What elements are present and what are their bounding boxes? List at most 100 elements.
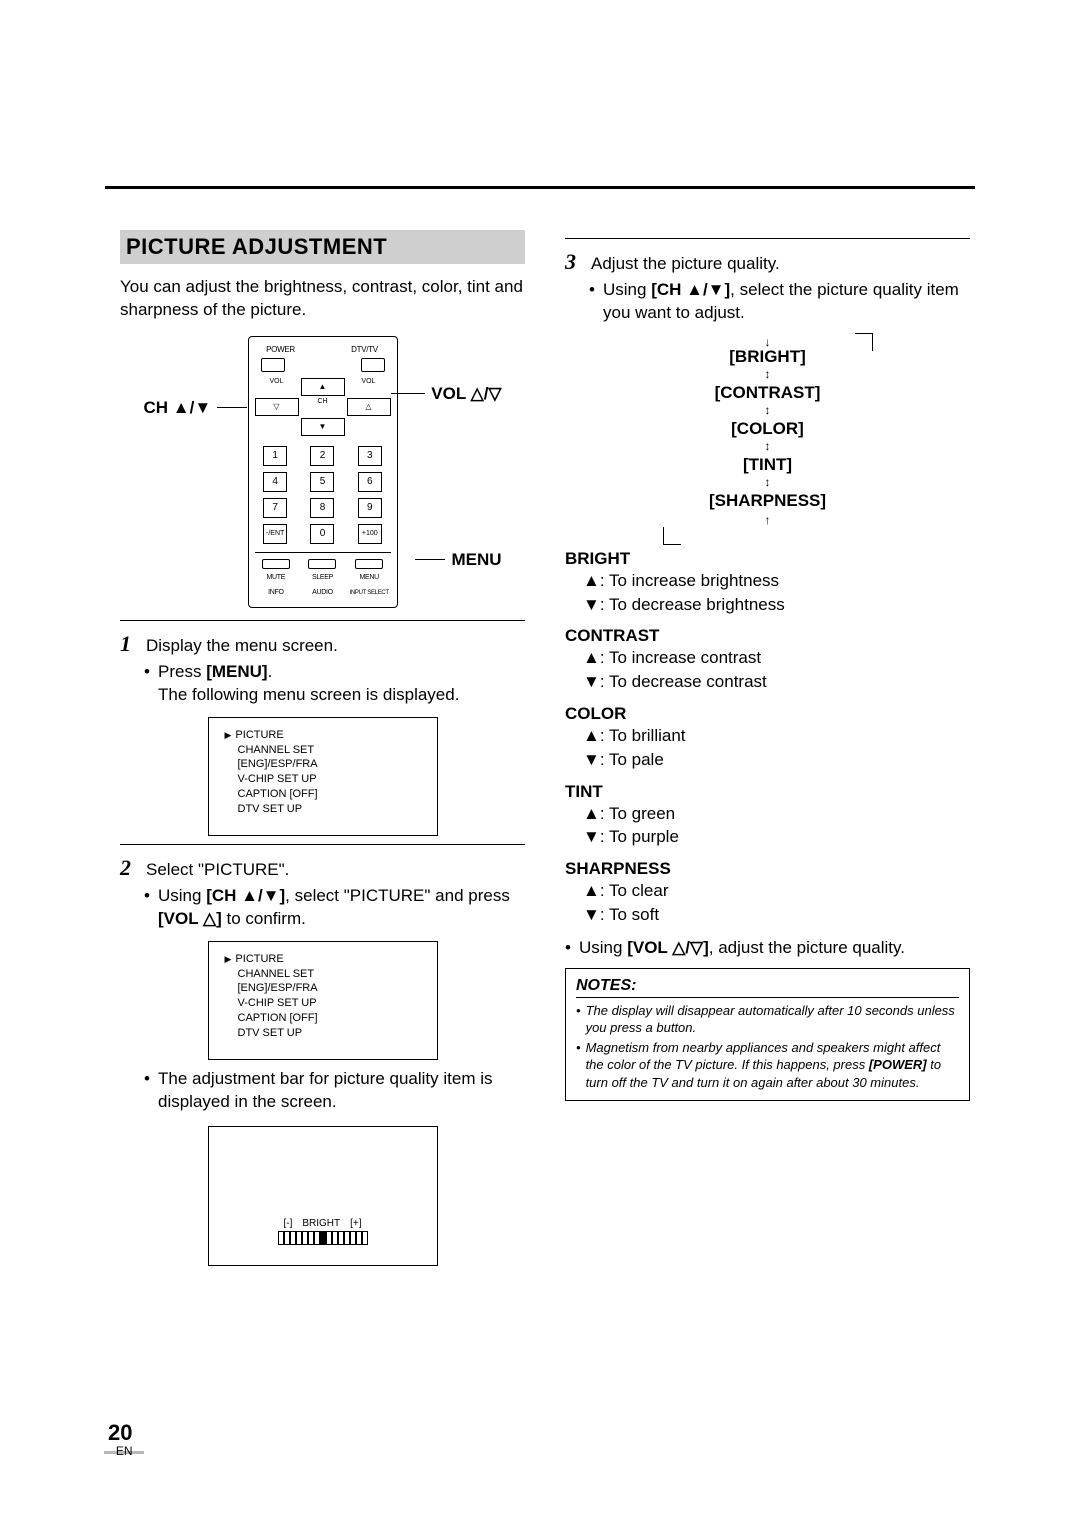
def-row: ▼: To soft [583, 903, 970, 927]
def-row: ▼: To pale [583, 748, 970, 772]
key-ent: -/ENT [263, 524, 287, 544]
dtv-label: DTV/TV [345, 345, 385, 354]
bright-label: BRIGHT [302, 1218, 340, 1229]
step-3-bullet: Using [CH ▲/▼], select the picture quali… [603, 279, 970, 325]
notes-box: NOTES: •The display will disappear autom… [565, 968, 970, 1101]
key-3: 3 [358, 446, 382, 466]
callout-ch-label: CH ▲/▼ [144, 398, 212, 418]
step-3-num: 3 [565, 249, 583, 275]
dtv-button [361, 358, 385, 372]
notes-title: NOTES: [576, 977, 959, 998]
callout-menu-label: MENU [451, 550, 501, 570]
def-row: ▲: To increase brightness [583, 569, 970, 593]
step-2-num: 2 [120, 855, 138, 881]
def-row: ▲: To green [583, 802, 970, 826]
key-6: 6 [358, 472, 382, 492]
ch-center-label: CH [301, 398, 345, 416]
note-item: The display will disappear automatically… [586, 1002, 959, 1037]
power-label: POWER [261, 345, 301, 354]
menu-screen-1: PICTURE CHANNEL SET [ENG]/ESP/FRA V-CHIP… [208, 717, 438, 836]
adjustment-bar-screen: [-] BRIGHT [+] [208, 1126, 438, 1266]
divider [120, 620, 525, 621]
menu-button [355, 559, 383, 569]
menu-item: CAPTION [OFF] [238, 787, 318, 802]
sharpness-head: SHARPNESS [565, 859, 970, 879]
power-button [261, 358, 285, 372]
key-7: 7 [263, 498, 287, 518]
step-1-num: 1 [120, 631, 138, 657]
cycle-diagram: ↓ [BRIGHT] ↕ [CONTRAST] ↕ [COLOR] ↕ [TIN… [653, 339, 883, 539]
menu-item: CHANNEL SET [238, 967, 315, 982]
key-9: 9 [358, 498, 382, 518]
key-5: 5 [310, 472, 334, 492]
mute-button [262, 559, 290, 569]
input-select-label: INPUT SELECT [350, 590, 389, 596]
section-title: PICTURE ADJUSTMENT [120, 230, 525, 264]
divider [565, 238, 970, 239]
cycle-item: [CONTRAST] [715, 383, 821, 403]
key-8: 8 [310, 498, 334, 518]
remote-diagram: CH ▲/▼ VOL △/▽ MENU POWER DTV/TV [158, 336, 488, 608]
contrast-head: CONTRAST [565, 626, 970, 646]
mute-label: MUTE [267, 574, 286, 581]
step-2-bullet: Using [CH ▲/▼], select "PICTURE" and pre… [158, 885, 525, 931]
key-100: +100 [358, 524, 382, 544]
step-1-bullet: Press [MENU]. [158, 661, 272, 684]
key-0: 0 [310, 524, 334, 544]
vol-left-label: VOL [255, 378, 299, 396]
vol-right-label: VOL [347, 378, 391, 396]
callout-vol: VOL △/▽ [391, 384, 501, 404]
note-item: Magnetism from nearby appliances and spe… [586, 1039, 959, 1092]
top-rule [105, 186, 975, 189]
adjustment-ticks [278, 1231, 368, 1245]
cycle-item: [SHARPNESS] [709, 491, 826, 511]
cycle-item: [BRIGHT] [729, 347, 805, 367]
info-label: INFO [268, 589, 284, 596]
menu-item: CAPTION [OFF] [238, 1011, 318, 1026]
divider [120, 844, 525, 845]
menu-screen-2: PICTURE CHANNEL SET [ENG]/ESP/FRA V-CHIP… [208, 941, 438, 1060]
menu-item: [ENG]/ESP/FRA [238, 757, 318, 772]
audio-label: AUDIO [312, 589, 333, 596]
step-3-text: Adjust the picture quality. [591, 254, 780, 274]
page-number: 20 EN [108, 1420, 132, 1458]
step-1-text: Display the menu screen. [146, 636, 338, 656]
tint-head: TINT [565, 782, 970, 802]
def-row: ▲: To clear [583, 879, 970, 903]
ch-down-icon: ▼ [301, 418, 345, 436]
menu-item: DTV SET UP [238, 802, 303, 817]
step-1-cont: The following menu screen is displayed. [158, 684, 525, 707]
callout-vol-label: VOL △/▽ [431, 384, 501, 404]
bright-head: BRIGHT [565, 549, 970, 569]
def-row: ▼: To purple [583, 825, 970, 849]
menu-item: PICTURE [235, 728, 283, 743]
right-column: 3 Adjust the picture quality. • Using [C… [565, 230, 970, 1266]
def-row: ▼: To decrease contrast [583, 670, 970, 694]
callout-ch: CH ▲/▼ [144, 398, 248, 418]
cycle-item: [TINT] [743, 455, 792, 475]
callout-menu: MENU [415, 550, 501, 570]
menu-item: [ENG]/ESP/FRA [238, 981, 318, 996]
cycle-item: [COLOR] [731, 419, 804, 439]
left-column: PICTURE ADJUSTMENT You can adjust the br… [120, 230, 525, 1266]
ch-up-icon: ▲ [301, 378, 345, 396]
color-head: COLOR [565, 704, 970, 724]
vol-up-icon: △ [347, 398, 391, 416]
menu-item: V-CHIP SET UP [238, 996, 317, 1011]
menu-item: DTV SET UP [238, 1026, 303, 1041]
key-2: 2 [310, 446, 334, 466]
def-row: ▲: To brilliant [583, 724, 970, 748]
plus-label: [+] [350, 1218, 361, 1229]
minus-label: [-] [284, 1218, 293, 1229]
vol-down-icon: ▽ [255, 398, 299, 416]
sleep-label: SLEEP [312, 574, 333, 581]
menu-item: PICTURE [235, 952, 283, 967]
final-bullet: Using [VOL △/▽], adjust the picture qual… [579, 937, 905, 960]
intro-text: You can adjust the brightness, contrast,… [120, 276, 525, 322]
def-row: ▲: To increase contrast [583, 646, 970, 670]
key-4: 4 [263, 472, 287, 492]
menu-label: MENU [359, 574, 378, 581]
sleep-button [308, 559, 336, 569]
step-2-after: The adjustment bar for picture quality i… [158, 1068, 525, 1114]
def-row: ▼: To decrease brightness [583, 593, 970, 617]
